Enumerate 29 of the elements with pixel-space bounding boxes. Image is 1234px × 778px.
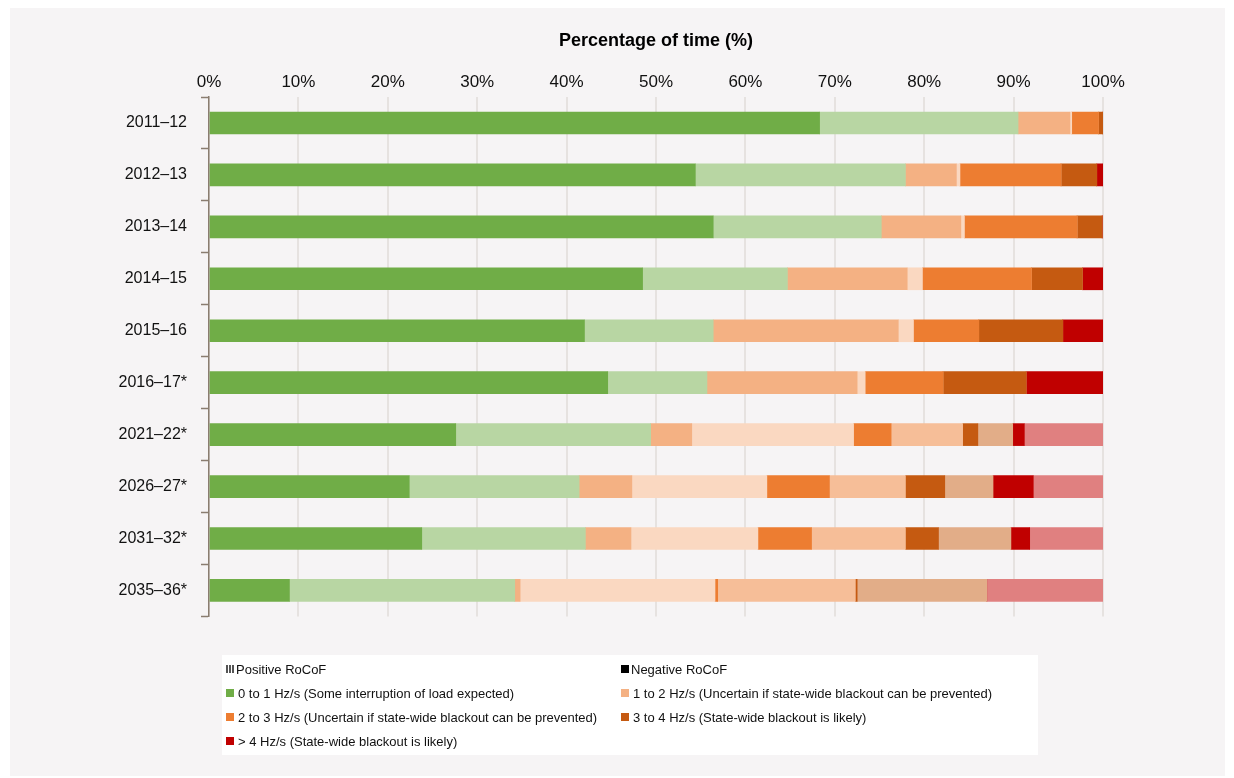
legend-label: 2 to 3 Hz/s (Uncertain if state-wide blackout can be prevented) (238, 709, 598, 725)
y-tick-label: 2014–15 (124, 269, 188, 287)
y-tick-label: 2015–16 (124, 321, 188, 339)
y-tick-label: 2013–14 (124, 217, 188, 235)
x-tick-label: 70% (817, 72, 852, 92)
legend-label: 1 to 2 Hz/s (Uncertain if state-wide blackout can be prevented) (633, 685, 993, 701)
legend-label: 0 to 1 Hz/s (Some interruption of load expected) (238, 685, 515, 701)
y-tick-label: 2031–32* (118, 528, 187, 546)
x-tick-label: 20% (370, 72, 405, 92)
text: Positive RoCoF (236, 661, 327, 677)
x-tick-label: 100% (1081, 72, 1125, 92)
y-tick-label: 2016–17* (118, 373, 187, 391)
text: Negative RoCoF (631, 661, 728, 677)
y-tick-label: 2012–13 (124, 165, 188, 183)
y-tick-label: 2021–22* (118, 425, 187, 443)
x-tick-label: 50% (638, 72, 674, 92)
x-tick-label: 30% (460, 72, 495, 92)
x-tick-label: 90% (996, 72, 1031, 92)
y-tick-label: 2035–36* (118, 580, 187, 598)
x-tick-label: 80% (907, 72, 942, 92)
x-tick-label: 0% (196, 72, 222, 92)
x-tick-label: 60% (728, 72, 763, 92)
x-axis-title: Percentage of time (%) (558, 29, 754, 50)
x-tick-label: 40% (549, 72, 584, 92)
y-tick-label: 2011–12 (125, 113, 188, 131)
y-tick-label: 2026–27* (118, 476, 187, 494)
legend-label: > 4 Hz/s (State-wide blackout is likely) (238, 733, 458, 749)
x-tick-label: 10% (281, 72, 316, 92)
legend-label: 3 to 4 Hz/s (State-wide blackout is likely) (633, 709, 867, 725)
